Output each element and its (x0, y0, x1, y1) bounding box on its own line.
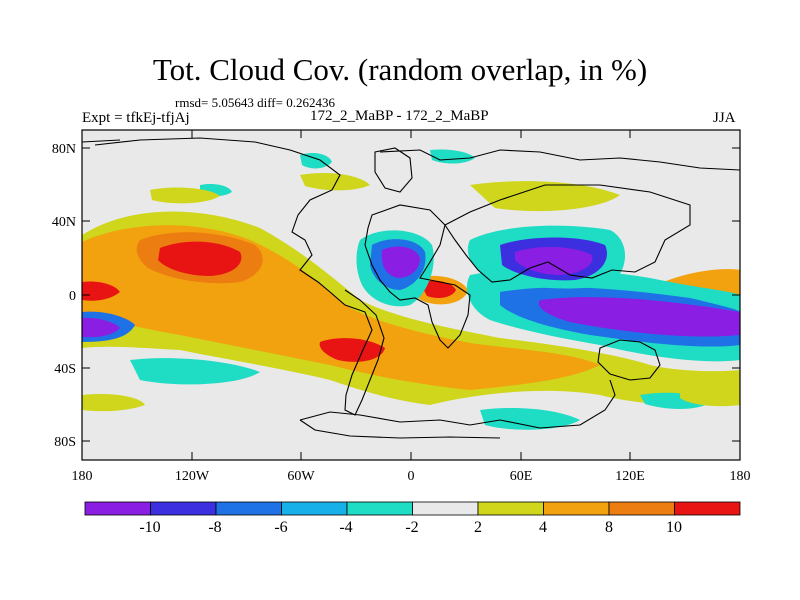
coastline-north-america (94, 137, 341, 293)
coastline-arctic (82, 139, 740, 171)
coastline-asia (444, 184, 691, 283)
coastline-south-america (329, 289, 385, 416)
x-label-60e: 60E (510, 469, 533, 484)
colorbar-swatch (477, 501, 544, 516)
colorbar-swatch (412, 501, 479, 516)
colorbar-label: -4 (339, 519, 352, 536)
coastline-antarctica (299, 379, 616, 439)
coastline-australia (597, 339, 661, 381)
colorbar-label: -8 (208, 519, 221, 536)
y-axis-labels: 80N 40N 0 40S 80S (52, 142, 76, 450)
colorbar-label: 2 (474, 519, 482, 536)
colorbar-swatch (150, 501, 217, 516)
cyan-anomaly-south (130, 358, 712, 430)
period-label: 172_2_MaBP - 172_2_MaBP (310, 108, 489, 124)
y-label-40S: 40S (54, 362, 76, 377)
red-anomaly-core-south-atlantic (319, 338, 385, 362)
colorbar-swatch (674, 501, 741, 516)
colorbar-labels: -10 -8 -6 -4 -2 2 4 8 10 (139, 519, 682, 536)
coastlines (82, 137, 740, 439)
season-label: JJA (713, 110, 736, 126)
red-anomaly-west-edge (82, 281, 120, 301)
yellow-anomaly-north (150, 173, 620, 212)
purple-anomaly-asia (515, 246, 593, 275)
x-label-180w: 180 (72, 469, 93, 484)
colorbar (84, 501, 741, 516)
x-label-60w: 60W (287, 469, 315, 484)
map-title: Tot. Cloud Cov. (random overlap, in %) (152, 52, 648, 87)
colorbar-swatch (543, 501, 610, 516)
purple-anomaly-indian-ocean (538, 297, 740, 337)
coastline-greenland (374, 147, 413, 193)
colorbar-label: 4 (539, 519, 547, 536)
y-label-40N: 40N (52, 215, 76, 230)
colorbar-swatch (608, 501, 675, 516)
colorbar-label: 8 (605, 519, 613, 536)
red-anomaly-africa (420, 280, 456, 298)
map-plot-area (82, 130, 740, 460)
cyan-anomaly-north (200, 149, 475, 197)
colorbar-swatch (215, 501, 282, 516)
red-anomaly-core-pacific-inner (158, 241, 242, 276)
x-label-0: 0 (408, 469, 415, 484)
colorbar-swatch (84, 501, 151, 516)
x-axis-labels: 180 120W 60W 0 60E 120E 180 (72, 469, 751, 484)
x-label-180e: 180 (730, 469, 751, 484)
y-label-0: 0 (69, 289, 76, 304)
purple-anomaly-europe (381, 246, 420, 278)
y-axis-ticks (82, 147, 740, 442)
coastline-europe-africa (364, 204, 471, 349)
colorbar-label: -6 (274, 519, 287, 536)
colorbar-swatch (346, 501, 413, 516)
colorbar-label: -10 (139, 519, 160, 536)
colorbar-label: 10 (666, 519, 682, 536)
colorbar-label: -2 (405, 519, 418, 536)
stats-line: rmsd= 5.05643 diff= 0.262436 (175, 95, 335, 110)
purple-anomaly-southwest-pacific-inner (82, 317, 120, 338)
y-label-80N: 80N (52, 142, 76, 157)
x-label-120e: 120E (615, 469, 645, 484)
colorbar-swatch (281, 501, 348, 516)
y-label-80S: 80S (54, 435, 76, 450)
x-label-120w: 120W (175, 469, 210, 484)
x-axis-ticks (81, 130, 741, 460)
experiment-label: Expt = tfkEj-tfjAj (82, 110, 190, 126)
